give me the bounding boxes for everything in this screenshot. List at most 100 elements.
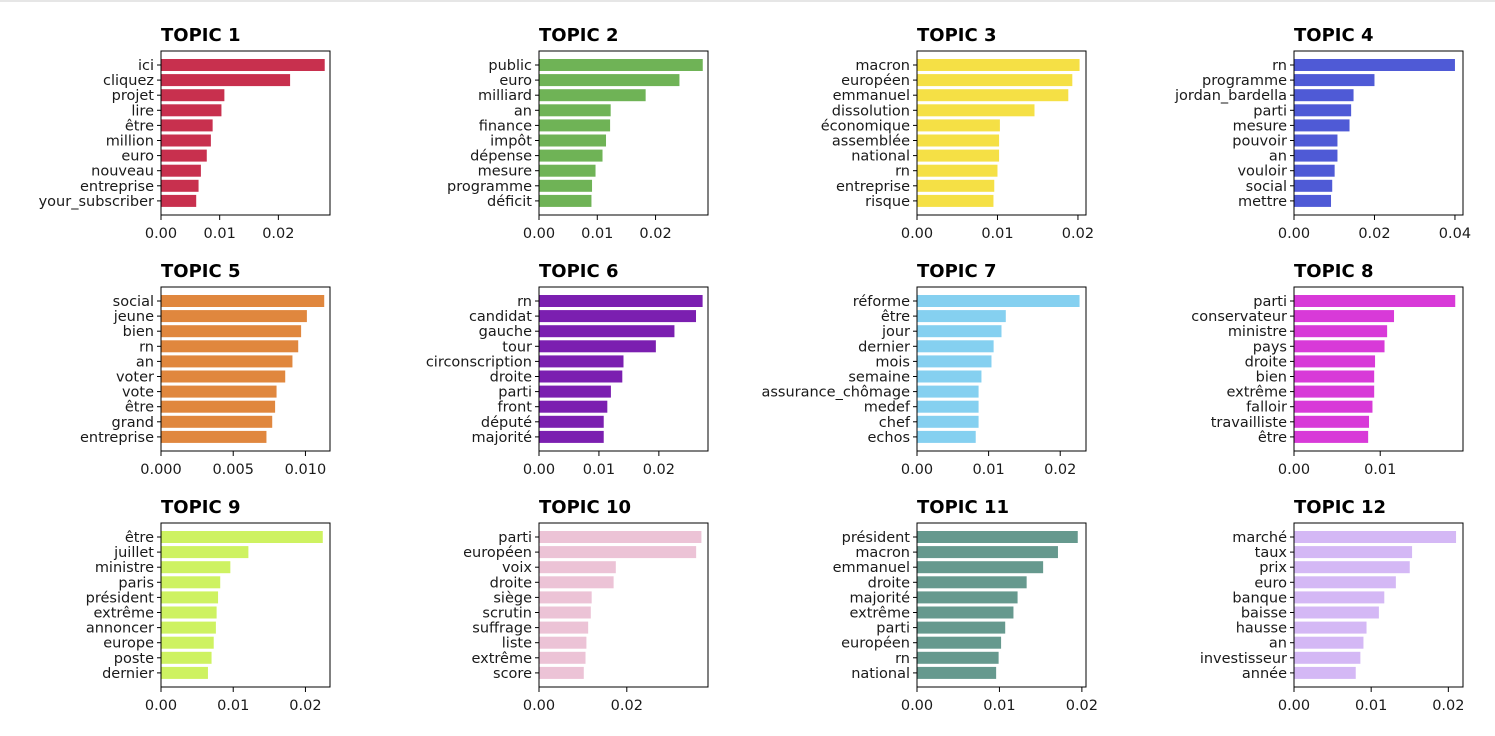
- bar: [917, 179, 995, 192]
- bar: [1294, 636, 1364, 649]
- x-tick-label: 0.00: [145, 226, 177, 242]
- chart-title: TOPIC 7: [917, 261, 996, 282]
- bar: [1294, 591, 1385, 604]
- bar: [161, 149, 207, 162]
- bar: [1294, 621, 1367, 634]
- plot-frame: [916, 522, 1087, 688]
- bar: [161, 651, 212, 664]
- x-tick-label: 0.02: [262, 226, 294, 242]
- bar: [161, 591, 219, 604]
- bar: [917, 134, 1000, 147]
- chart-topic-11: TOPIC 11 présidentmacronemmanueldroitemaj…: [833, 497, 1098, 714]
- bar: [1294, 119, 1350, 132]
- bar: [917, 546, 1058, 559]
- y-tick-label: an: [136, 354, 154, 370]
- bar: [917, 636, 1002, 649]
- x-tick-label: 0.01: [583, 462, 615, 478]
- y-tick-label: macron: [855, 545, 910, 561]
- y-tick-label: tour: [502, 339, 532, 355]
- bar: [161, 636, 214, 649]
- bar: [917, 666, 997, 679]
- x-tick-label: 0.010: [285, 462, 327, 478]
- y-tick-label: extrême: [471, 651, 532, 667]
- chart-title: TOPIC 8: [1294, 261, 1373, 282]
- plot-frame: [160, 50, 331, 216]
- y-tick-label: mesure: [1233, 118, 1287, 134]
- bar: [539, 119, 611, 132]
- y-tick-label: ministre: [1228, 324, 1287, 340]
- y-tick-label: investisseur: [1200, 651, 1287, 667]
- y-tick-label: être: [1258, 430, 1287, 446]
- y-tick-label: falloir: [1246, 400, 1287, 416]
- bar: [917, 194, 994, 207]
- y-tick-label: extrême: [849, 606, 910, 622]
- bar: [539, 149, 603, 162]
- y-tick-label: être: [125, 400, 154, 416]
- y-tick-label: rn: [517, 294, 532, 310]
- y-tick-label: entreprise: [836, 179, 910, 195]
- y-tick-label: dépense: [470, 149, 532, 165]
- x-tick-label: 0.00: [1278, 698, 1310, 714]
- chart-title: TOPIC 12: [1294, 497, 1386, 518]
- bar: [161, 385, 277, 398]
- bar: [539, 385, 611, 398]
- plot-frame: [916, 286, 1087, 452]
- bar: [161, 546, 249, 559]
- bar: [1294, 415, 1370, 428]
- x-tick-label: 0.00: [901, 462, 933, 478]
- x-tick-label: 0.00: [523, 698, 555, 714]
- bar: [917, 355, 992, 368]
- y-tick-label: projet: [112, 88, 155, 104]
- y-tick-label: droite: [1245, 354, 1287, 370]
- y-tick-label: européen: [841, 636, 910, 652]
- bar: [1294, 179, 1333, 192]
- y-tick-label: rn: [895, 651, 910, 667]
- y-tick-label: entreprise: [80, 430, 154, 446]
- y-tick-label: assemblée: [832, 134, 910, 150]
- y-tick-label: taux: [1255, 545, 1288, 561]
- bar: [539, 430, 604, 443]
- plot-frame: [1293, 522, 1464, 688]
- plot-frame: [538, 286, 709, 452]
- chart-topic-1: TOPIC 1 icicliquezprojetlireêtremillioneu…: [39, 25, 331, 242]
- bar: [917, 591, 1018, 604]
- bar: [161, 621, 216, 634]
- bar: [161, 59, 325, 71]
- x-tick-label: 0.01: [1355, 698, 1387, 714]
- x-tick-label: 0.00: [145, 698, 177, 714]
- y-tick-label: droite: [868, 575, 910, 591]
- y-tick-label: parti: [1253, 103, 1287, 119]
- bar: [539, 310, 697, 323]
- y-tick-label: grand: [112, 415, 154, 431]
- x-tick-label: 0.005: [212, 462, 254, 478]
- bar: [917, 400, 979, 413]
- bar: [161, 606, 217, 619]
- bar: [539, 561, 616, 574]
- bar: [161, 295, 325, 307]
- y-tick-label: medef: [864, 400, 911, 416]
- y-tick-label: marché: [1232, 530, 1287, 546]
- bar: [917, 576, 1027, 589]
- y-tick-label: mesure: [478, 164, 532, 180]
- y-tick-label: nouveau: [91, 164, 154, 180]
- bar: [539, 179, 593, 192]
- bar: [539, 340, 656, 353]
- bar: [1294, 134, 1338, 147]
- bar: [1294, 370, 1375, 383]
- bar: [539, 666, 584, 679]
- y-tick-label: extrême: [1226, 385, 1287, 401]
- bar: [539, 370, 623, 383]
- x-tick-label: 0.01: [1364, 462, 1396, 478]
- bar: [1294, 104, 1352, 117]
- y-tick-label: an: [514, 103, 532, 119]
- y-tick-label: assurance_chômage: [761, 385, 910, 401]
- chart-title: TOPIC 4: [1294, 25, 1373, 46]
- y-tick-label: président: [86, 590, 155, 606]
- y-tick-label: banque: [1232, 590, 1287, 606]
- bar: [917, 340, 994, 353]
- plot-frame: [160, 286, 331, 452]
- y-tick-label: dernier: [858, 339, 910, 355]
- x-tick-label: 0.00: [901, 698, 933, 714]
- y-tick-label: prix: [1259, 560, 1287, 576]
- bar: [917, 164, 998, 177]
